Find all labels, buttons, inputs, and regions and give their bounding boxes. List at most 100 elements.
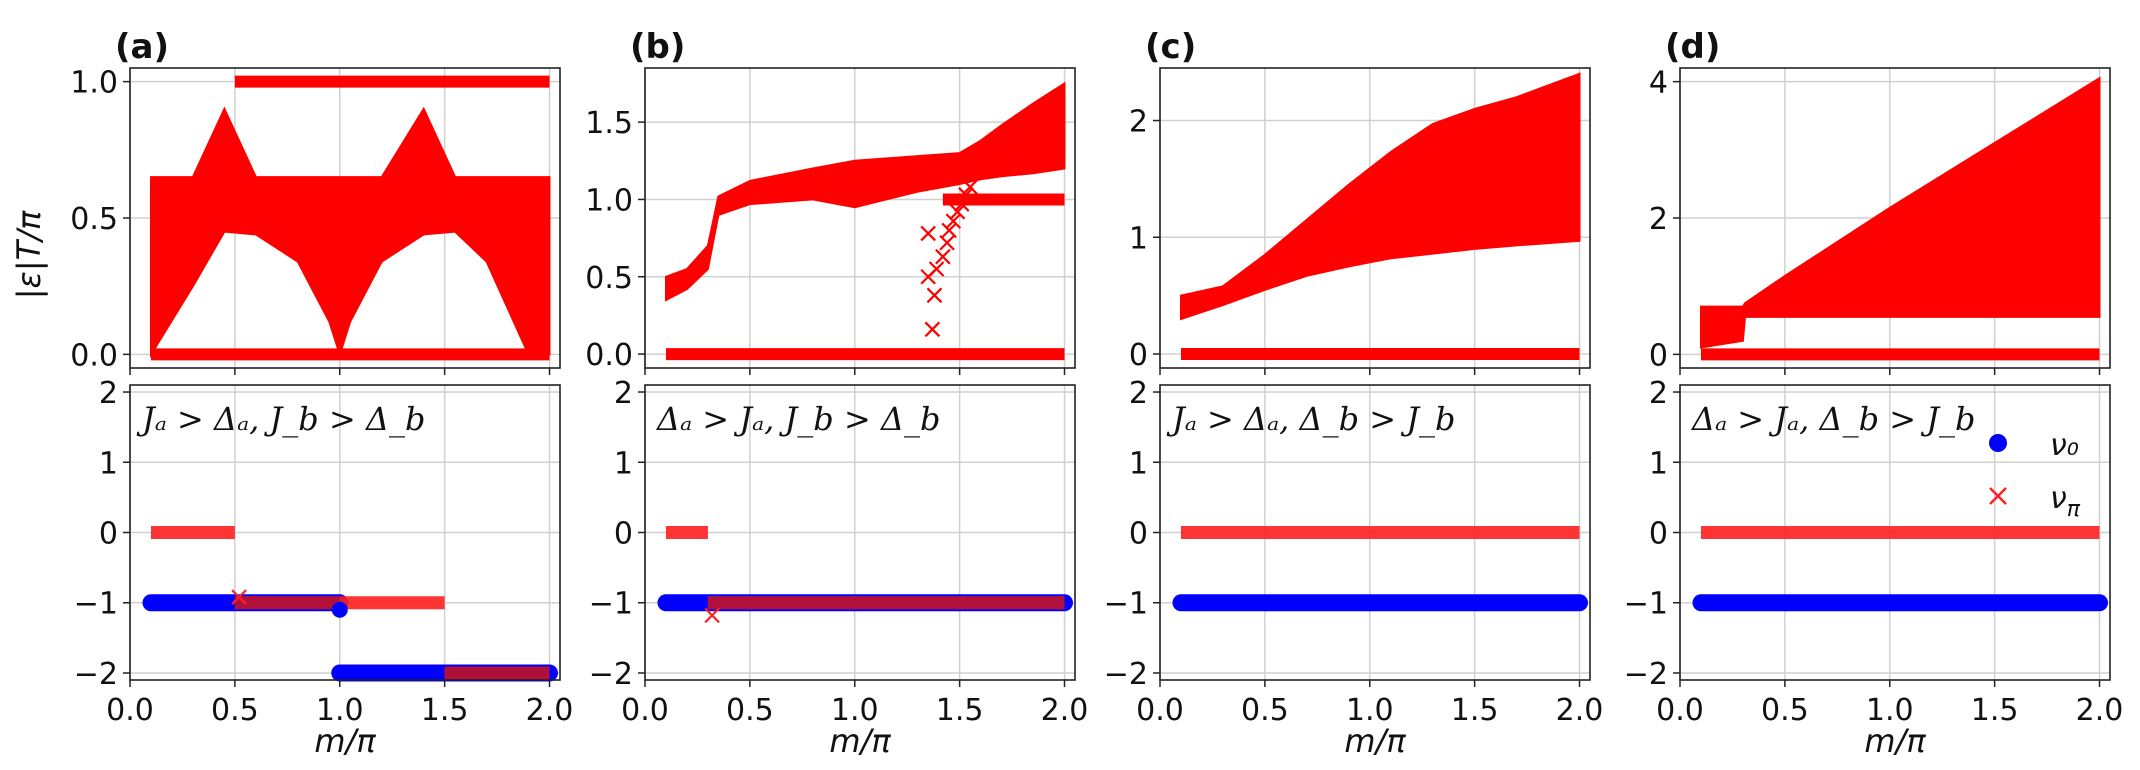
bottom-b-frame <box>644 384 1076 681</box>
bottom-a-xtick-label: 0.0 <box>106 693 154 728</box>
bottom-a-ytick-label: −2 <box>74 657 118 692</box>
bottom-c-ytick-label: 0 <box>1129 517 1148 552</box>
bottom-b-ytick-label: −1 <box>589 587 633 622</box>
quasienergy-point-b <box>941 222 957 239</box>
panel-b: (b) 0.0 0.5 1.0 1.5 0.0 0.5 1.0 1.5 2.0 −2 −1 0 1 2 Δₐ … <box>585 27 1088 760</box>
top-a-ytick-label: 1.0 <box>70 66 118 101</box>
bottom-c-xtick-label: 0.0 <box>1136 693 1184 728</box>
bottom-d-xtick-label: 0.5 <box>1761 693 1809 728</box>
bottom-c-ytick-label: 2 <box>1129 376 1148 411</box>
top-b-ytick-label: 0.5 <box>585 261 633 296</box>
quasienergy-point-b <box>949 204 966 220</box>
bottom-c-frame <box>1159 384 1591 681</box>
bottom-a-xtick-label: 1.5 <box>421 693 469 728</box>
x-axis-label-c: m/π <box>1344 722 1406 760</box>
regime-label-a: Jₐ > Δₐ, J_b > Δ_b <box>136 400 426 438</box>
bottom-c-xtick-label: 2.0 <box>1556 693 1604 728</box>
quasienergy-band-b <box>665 81 1066 302</box>
top-c-ytick-label: 2 <box>1129 105 1148 140</box>
bottom-a-ytick-label: −1 <box>74 587 118 622</box>
quasienergy-point-b <box>953 196 970 212</box>
bottom-d-xtick-label: 1.5 <box>1971 693 2019 728</box>
quasienergy-point-b <box>924 321 941 338</box>
bottom-b-xtick-label: 0.5 <box>726 693 774 728</box>
bottom-c-xtick-label: 1.5 <box>1451 693 1499 728</box>
quasienergy-point-b <box>962 179 978 195</box>
top-c-ytick-label: 1 <box>1129 221 1148 256</box>
bottom-d-ytick-label: −2 <box>1624 657 1668 692</box>
quasienergy-band-c <box>1180 72 1581 321</box>
bottom-a-ytick-label: 1 <box>99 446 118 481</box>
y-axis-label-top: |ε|T/π <box>10 210 48 299</box>
quasienergy-point-b <box>945 213 962 229</box>
top-a-ytick-label: 0.5 <box>70 202 118 237</box>
nupi-point-b <box>704 607 720 624</box>
x-axis-label-b: m/π <box>829 722 891 760</box>
bottom-b-ytick-label: 2 <box>614 376 633 411</box>
quasienergy-point-b <box>958 187 974 203</box>
quasienergy-plot-d: 0 2 4 <box>1649 66 2111 375</box>
top-d-ytick-label: 0 <box>1649 338 1668 373</box>
top-a-frame <box>129 67 561 369</box>
bottom-d-xtick-label: 0.0 <box>1656 693 1704 728</box>
bottom-b-xtick-label: 1.0 <box>831 693 879 728</box>
panel-label-d: (d) <box>1665 27 1720 67</box>
bottom-d-frame <box>1679 384 2111 681</box>
bottom-d-xtick-label: 1.0 <box>1866 693 1914 728</box>
bottom-b-ytick-label: 0 <box>614 517 633 552</box>
legend-nu0-marker <box>1989 434 2007 452</box>
quasienergy-plot-a: 0.0 0.5 1.0 <box>70 66 561 375</box>
bottom-a-xtick-label: 0.5 <box>211 693 259 728</box>
bottom-a-xtick-label: 1.0 <box>316 693 364 728</box>
bottom-a-ytick-label: 2 <box>99 376 118 411</box>
bottom-b-xtick-label: 2.0 <box>1041 693 1089 728</box>
quasienergy-plot-c: 0 1 2 <box>1129 67 1591 375</box>
bottom-a-xtick-label: 2.0 <box>526 693 574 728</box>
regime-label-c: Jₐ > Δₐ, Δ_b > J_b <box>1166 400 1456 438</box>
top-c-ytick-label: 0 <box>1129 338 1148 373</box>
x-axis-label-a: m/π <box>314 722 376 760</box>
legend-nu0-label: ν₀ <box>2050 428 2079 463</box>
legend-nupi-marker <box>1989 487 2007 505</box>
panel-a: (a) 0.0 0.5 1.0 0.0 0.5 1.0 1.5 2.0 −2 −1 0 1 2 Jₐ > Δ… <box>70 27 573 760</box>
panel-c: (c) 0 1 2 0.0 0.5 1.0 1.5 2.0 −2 −1 0 1 2 Jₐ > Δₐ, Δ_b… <box>1104 27 1604 760</box>
top-a-ytick-label: 0.0 <box>70 338 118 373</box>
top-b-ytick-label: 1.0 <box>585 183 633 218</box>
bottom-a-ytick-label: 0 <box>99 517 118 552</box>
panel-label-b: (b) <box>630 27 685 67</box>
bottom-b-xtick-label: 0.0 <box>621 693 669 728</box>
bottom-d-ytick-label: 2 <box>1649 376 1668 411</box>
bottom-c-ytick-label: −2 <box>1104 657 1148 692</box>
nupi-point-a <box>231 589 247 605</box>
top-d-ytick-label: 4 <box>1649 66 1668 101</box>
bottom-b-ytick-label: −2 <box>589 657 633 692</box>
top-d-ytick-label: 2 <box>1649 202 1668 237</box>
quasienergy-point-b <box>928 261 945 277</box>
quasienergy-point-b <box>939 234 955 251</box>
winding-plot-d: 0.0 0.5 1.0 1.5 2.0 −2 −1 0 1 2 Δₐ > Jₐ, Δ_b > J_b <box>1624 376 2124 728</box>
quasienergy-band-d <box>1700 76 2101 349</box>
bottom-d-ytick-label: −1 <box>1624 587 1668 622</box>
panel-label-a: (a) <box>115 27 169 67</box>
winding-plot-a: 0.0 0.5 1.0 1.5 2.0 −2 −1 0 1 2 Jₐ > Δₐ, J_b > Δ_b <box>74 376 574 728</box>
bottom-c-xtick-label: 0.5 <box>1241 693 1289 728</box>
panel-label-c: (c) <box>1145 27 1196 67</box>
quasienergy-point-b <box>920 225 936 242</box>
quasienergy-point-b <box>926 287 943 304</box>
bottom-d-xtick-label: 2.0 <box>2076 693 2124 728</box>
top-b-ytick-label: 0.0 <box>585 338 633 373</box>
bottom-d-ytick-label: 1 <box>1649 446 1668 481</box>
bottom-d-ytick-label: 0 <box>1649 517 1668 552</box>
quasienergy-point-b <box>935 248 951 265</box>
winding-plot-c: 0.0 0.5 1.0 1.5 2.0 −2 −1 0 1 2 Jₐ > Δₐ, Δ_b > J_b <box>1104 376 1604 728</box>
regime-label-b: Δₐ > Jₐ, J_b > Δ_b <box>655 400 941 438</box>
top-d-frame <box>1679 67 2111 369</box>
top-c-frame <box>1159 67 1591 369</box>
bottom-c-xtick-label: 1.0 <box>1346 693 1394 728</box>
top-b-plot-area <box>645 68 1075 368</box>
bottom-c-ytick-label: 1 <box>1129 446 1148 481</box>
top-b-frame <box>644 67 1076 369</box>
bottom-b-xtick-label: 1.5 <box>936 693 984 728</box>
nu0-point-a <box>331 601 348 618</box>
